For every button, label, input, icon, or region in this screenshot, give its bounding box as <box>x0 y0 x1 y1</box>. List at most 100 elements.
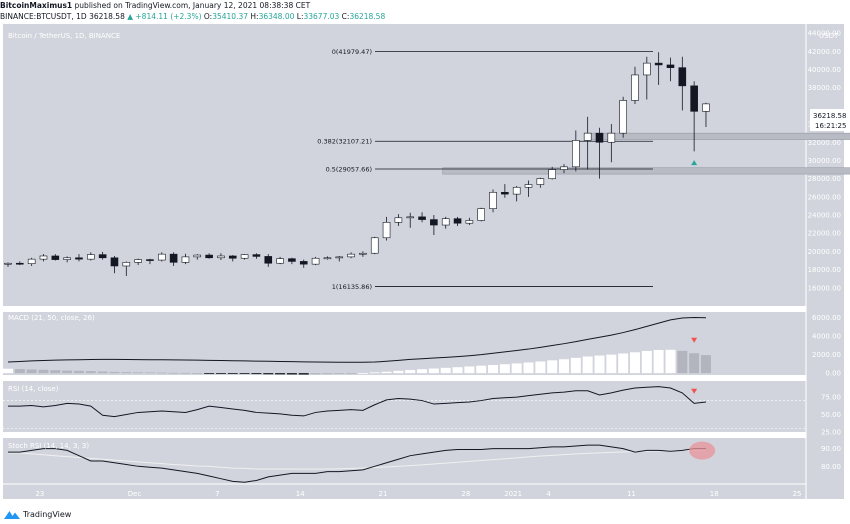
macd-histogram-bar <box>357 373 368 374</box>
candle <box>323 257 332 260</box>
price-y-tick: 22000.00 <box>808 230 841 238</box>
macd-histogram-bar <box>97 371 108 374</box>
macd-histogram-bar <box>499 364 510 374</box>
macd-histogram-bar <box>653 349 664 374</box>
candle <box>595 132 604 143</box>
last-price-tag <box>810 109 844 131</box>
price-y-tick: 40000.00 <box>808 66 841 74</box>
macd-histogram-bar <box>286 373 297 375</box>
chart-background <box>3 24 844 499</box>
symbol: BINANCE:BTCUSDT, 1D <box>0 12 87 21</box>
ohlc-high: 36348.00 <box>258 12 295 21</box>
rsi-y-tick: 50.00 <box>821 411 841 419</box>
macd-histogram-bar <box>62 370 73 374</box>
x-axis-label: 21 <box>379 490 388 498</box>
rsi-line <box>8 386 707 418</box>
macd-histogram-bar <box>204 373 215 374</box>
stoch-d-line <box>8 449 706 470</box>
price-y-tick: 32000.00 <box>808 139 841 147</box>
candle <box>75 257 83 260</box>
candle <box>394 217 403 223</box>
candle <box>489 191 497 209</box>
publish-info: published on TradingView.com, January 12… <box>74 1 311 10</box>
macd-line <box>7 317 706 363</box>
candle <box>335 256 344 259</box>
macd-histogram-bar <box>251 373 262 375</box>
candle <box>441 218 450 226</box>
footer-brand[interactable]: TradingView <box>23 510 72 519</box>
macd-histogram-bar <box>570 357 581 374</box>
candle <box>678 67 687 87</box>
candle <box>157 253 166 261</box>
y-axis-strip <box>806 24 844 499</box>
candle <box>560 166 568 170</box>
stoch-k-line <box>8 444 706 483</box>
x-axis-label: 25 <box>793 490 802 498</box>
candle <box>382 222 391 239</box>
candle <box>631 74 639 101</box>
footer: TradingView <box>4 508 71 522</box>
candle <box>39 255 48 260</box>
macd-histogram-bar <box>700 355 711 374</box>
candle <box>690 85 698 112</box>
candle <box>122 262 131 267</box>
signal-arrow-down <box>691 337 698 343</box>
macd-histogram-bar <box>618 353 629 374</box>
ohlc-open: 35410.37 <box>212 12 249 21</box>
macd-histogram-bar <box>405 369 416 374</box>
candle <box>27 258 36 264</box>
macd-histogram-bar <box>488 364 499 374</box>
tradingview-logo-icon <box>4 511 20 519</box>
price-y-tick: 20000.00 <box>808 248 841 256</box>
price-y-tick: 18000.00 <box>808 266 841 274</box>
candle <box>193 254 202 258</box>
candle <box>501 191 509 195</box>
rsi-title: RSI (14, close) <box>8 385 59 393</box>
macd-histogram-bar <box>428 368 439 374</box>
x-axis-label: 14 <box>296 490 305 498</box>
macd-histogram-bar <box>156 372 167 374</box>
candle <box>359 252 367 255</box>
candle <box>228 255 237 259</box>
macd-histogram-bar <box>310 373 321 375</box>
candle <box>205 254 213 259</box>
candle <box>418 216 426 220</box>
candle <box>465 220 474 224</box>
pane-separator <box>3 375 844 381</box>
macd-histogram-bar <box>535 361 546 374</box>
highlight-ellipse <box>689 441 716 460</box>
macd-histogram-bar <box>109 371 120 374</box>
author-name[interactable]: BitcoinMaximus1 <box>0 1 73 10</box>
candle <box>169 253 178 263</box>
macd-histogram-bar <box>334 373 345 374</box>
x-axis-label: 23 <box>35 490 44 498</box>
macd-histogram-bar <box>50 370 61 374</box>
candle <box>548 169 556 179</box>
price-y-tick: 24000.00 <box>808 212 841 220</box>
macd-histogram-bar <box>547 360 558 374</box>
x-axis-label: 4 <box>546 490 551 498</box>
macd-histogram-bar <box>559 359 570 374</box>
stoch-y-tick: 80.00 <box>821 463 841 471</box>
x-axis-label: 18 <box>710 490 719 498</box>
candle <box>134 259 142 263</box>
support-zone <box>584 132 850 140</box>
macd-histogram-bar <box>85 371 96 374</box>
candle <box>264 256 273 264</box>
price-y-tick: 28000.00 <box>808 175 841 183</box>
candle <box>288 258 296 262</box>
symbol-line: BINANCE:BTCUSDT, 1D 36218.58 ▲ +814.11 (… <box>0 11 850 23</box>
candle <box>524 184 533 188</box>
stoch-rsi-title: Stoch RSI (14, 14, 3, 3) <box>8 442 89 450</box>
macd-histogram-bar <box>452 367 463 374</box>
candle <box>276 258 284 264</box>
macd-histogram-bar <box>227 373 238 374</box>
candle <box>583 132 592 141</box>
candle <box>311 257 320 265</box>
candle <box>146 259 154 261</box>
candle <box>181 256 190 263</box>
macd-histogram-bar <box>215 373 226 374</box>
last-price-label: 36218.58 <box>813 112 846 120</box>
candle <box>619 100 627 134</box>
